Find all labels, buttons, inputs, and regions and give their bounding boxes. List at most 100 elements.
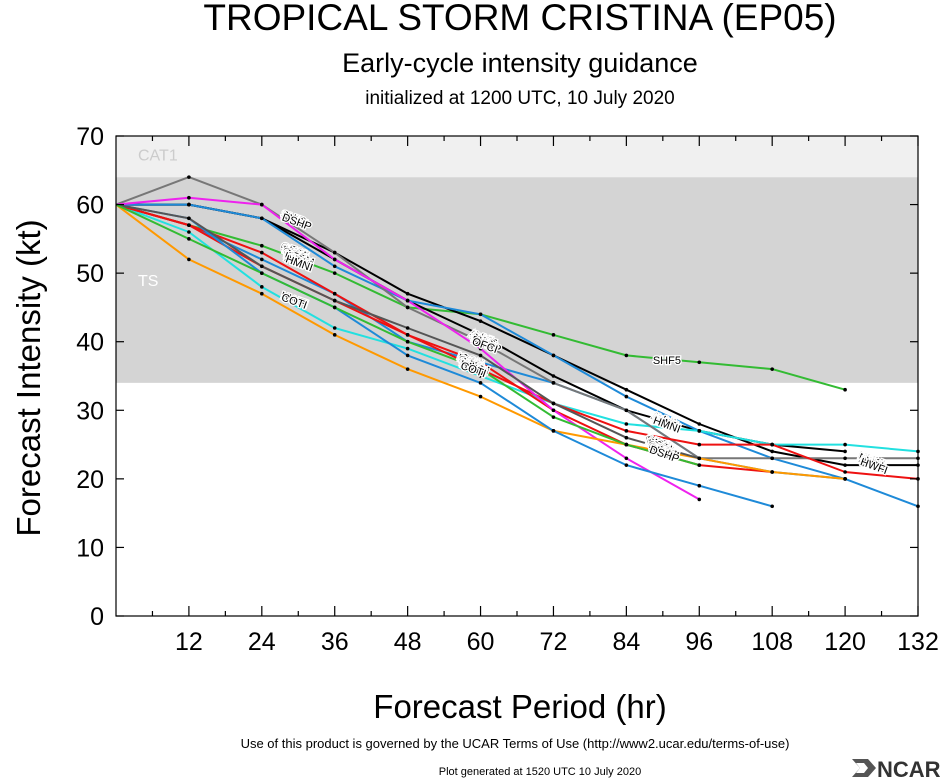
x-axis-title: Forecast Period (hr) xyxy=(373,688,666,725)
data-point xyxy=(624,442,629,447)
data-point xyxy=(332,333,337,337)
data-point xyxy=(843,477,847,481)
data-point xyxy=(405,326,410,330)
data-point xyxy=(405,333,410,337)
x-tick-label: 72 xyxy=(540,628,568,656)
data-point xyxy=(551,429,556,433)
data-point xyxy=(187,230,191,234)
data-point xyxy=(405,367,410,371)
data-point xyxy=(260,291,264,296)
data-point xyxy=(551,374,556,378)
data-point xyxy=(697,456,702,461)
data-point xyxy=(624,422,629,426)
series-label: SHF5 xyxy=(653,355,681,367)
data-point xyxy=(551,333,556,337)
data-point xyxy=(624,353,629,358)
data-point xyxy=(478,312,483,317)
data-point xyxy=(260,285,264,289)
data-point xyxy=(260,250,264,255)
data-point xyxy=(187,175,191,179)
ncar-logo: NCAR xyxy=(852,757,940,780)
data-point xyxy=(697,442,702,447)
x-tick-label: 60 xyxy=(467,628,495,656)
data-point xyxy=(624,408,629,413)
band-ts xyxy=(116,177,918,383)
data-point xyxy=(624,394,629,399)
chart-subtitle: Early-cycle intensity guidance xyxy=(342,48,698,78)
x-tick-label: 132 xyxy=(897,628,939,656)
y-tick-label: 20 xyxy=(76,466,104,494)
data-point xyxy=(624,435,629,440)
data-point xyxy=(478,374,483,378)
data-point xyxy=(843,463,847,467)
y-tick-label: 40 xyxy=(76,329,104,357)
data-point xyxy=(260,257,264,262)
data-point xyxy=(187,195,191,200)
data-point xyxy=(843,470,847,474)
y-tick-label: 0 xyxy=(90,603,104,631)
data-point xyxy=(260,216,264,221)
data-point xyxy=(697,463,702,467)
data-point xyxy=(770,504,774,509)
data-point xyxy=(624,463,629,467)
data-point xyxy=(697,429,702,433)
data-point xyxy=(405,291,410,296)
data-point xyxy=(843,449,847,454)
x-tick-label: 84 xyxy=(612,628,640,656)
plot-area: TSCAT1SHIPNVGIDSHPOFCISHF5IVCNOFCLGFEMIC… xyxy=(76,123,939,656)
data-point xyxy=(478,381,483,385)
x-tick-label: 24 xyxy=(248,628,276,656)
data-point xyxy=(843,456,847,461)
data-point xyxy=(405,298,410,303)
data-point xyxy=(332,271,337,275)
data-point xyxy=(260,264,264,269)
ncar-logo-text: NCAR xyxy=(877,757,940,780)
band-cat1 xyxy=(116,136,918,178)
data-point xyxy=(697,360,702,365)
data-point xyxy=(405,339,410,344)
data-point xyxy=(624,429,629,433)
y-tick-label: 50 xyxy=(76,260,104,288)
data-point xyxy=(551,401,556,406)
series-line xyxy=(115,203,773,508)
data-point xyxy=(551,408,556,413)
data-point xyxy=(551,415,556,419)
x-tick-label: 120 xyxy=(824,628,866,656)
data-point xyxy=(332,264,337,269)
x-tick-label: 12 xyxy=(175,628,203,656)
data-point xyxy=(478,346,483,351)
x-tick-label: 36 xyxy=(321,628,349,656)
band-label: TS xyxy=(138,273,158,290)
data-point xyxy=(843,442,847,447)
data-point xyxy=(551,381,556,385)
plot-generated-time: Plot generated at 1520 UTC 10 July 2020 xyxy=(439,766,641,778)
data-point xyxy=(405,353,410,358)
data-point xyxy=(770,442,774,447)
data-point xyxy=(260,243,264,248)
data-point xyxy=(332,326,337,330)
data-point xyxy=(843,387,847,392)
x-tick-label: 108 xyxy=(751,628,793,656)
data-point xyxy=(187,223,191,227)
data-point xyxy=(478,333,483,337)
x-tick-label: 96 xyxy=(685,628,713,656)
data-point xyxy=(187,202,191,207)
series-line xyxy=(115,176,918,460)
y-tick-label: 10 xyxy=(76,534,104,562)
chart-title: TROPICAL STORM CRISTINA (EP05) xyxy=(203,0,836,38)
data-point xyxy=(770,456,774,461)
data-point xyxy=(624,456,629,461)
data-point xyxy=(187,216,191,221)
data-point xyxy=(187,237,191,241)
data-point xyxy=(405,346,410,351)
band-label: CAT1 xyxy=(138,148,178,165)
data-point xyxy=(770,449,774,454)
data-point xyxy=(770,470,774,474)
data-point xyxy=(260,271,264,275)
data-point xyxy=(478,367,483,371)
data-point xyxy=(332,257,337,262)
data-point xyxy=(405,305,410,310)
data-point xyxy=(697,483,702,488)
series-line xyxy=(115,203,919,453)
